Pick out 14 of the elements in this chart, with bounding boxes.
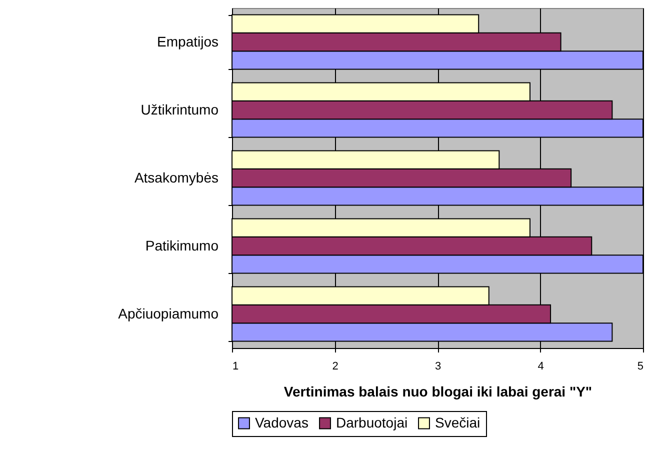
x-tick-label: 2	[332, 360, 338, 372]
x-tick-label: 1	[232, 360, 239, 372]
x-tick-label: 4	[538, 360, 544, 372]
x-tick-label: 3	[434, 360, 442, 372]
x-axis-title: Vertinimas balais nuo blogai iki labai gerai "Y"	[284, 384, 592, 400]
y-tick-label: Užtikrintumo	[140, 102, 219, 118]
legend-label: Svečiai	[435, 414, 480, 430]
legend-label: Darbuotojai	[336, 414, 408, 430]
legend-label: Vadovas	[255, 414, 308, 430]
y-tick-label: Empatijos	[157, 34, 218, 50]
y-tick-label: Atsakomybės	[134, 170, 218, 186]
y-tick-label: Patikimumo	[145, 238, 219, 254]
y-tick-label: Apčiuopiamumo	[118, 306, 219, 322]
x-tick-label: 5	[637, 360, 644, 372]
